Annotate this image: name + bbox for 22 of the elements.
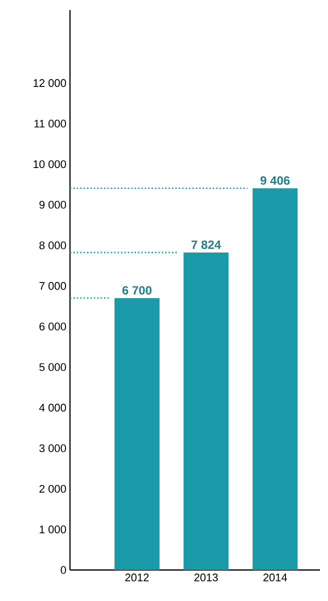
bar (252, 188, 298, 570)
x-tick-label: 2012 (125, 574, 149, 582)
y-tick-label: 12 000 (34, 79, 66, 87)
data-label: 7 824 (192, 240, 221, 249)
data-label: 6 700 (122, 286, 152, 295)
bar (184, 252, 229, 570)
y-tick-label: 6 000 (40, 322, 66, 330)
bar (114, 298, 160, 570)
y-tick-label: 1 000 (40, 526, 66, 534)
x-tick-label: 2013 (194, 574, 218, 582)
y-tick-label: 0 (60, 566, 66, 574)
y-tick-label: 2 000 (39, 484, 66, 493)
y-tick-label: 8 000 (39, 241, 66, 250)
y-tick-label: 5 000 (39, 363, 66, 371)
y-tick-label: 10 000 (34, 160, 66, 168)
x-tick-label: 2014 (263, 574, 288, 582)
y-tick-label: 3 000 (39, 444, 66, 452)
y-tick-label: 7 000 (40, 282, 66, 290)
data-label: 9 406 (260, 176, 290, 185)
y-tick-label: 9 000 (39, 200, 66, 209)
y-tick-label: 4 000 (39, 404, 66, 412)
y-tick-label: 11 000 (34, 120, 66, 128)
